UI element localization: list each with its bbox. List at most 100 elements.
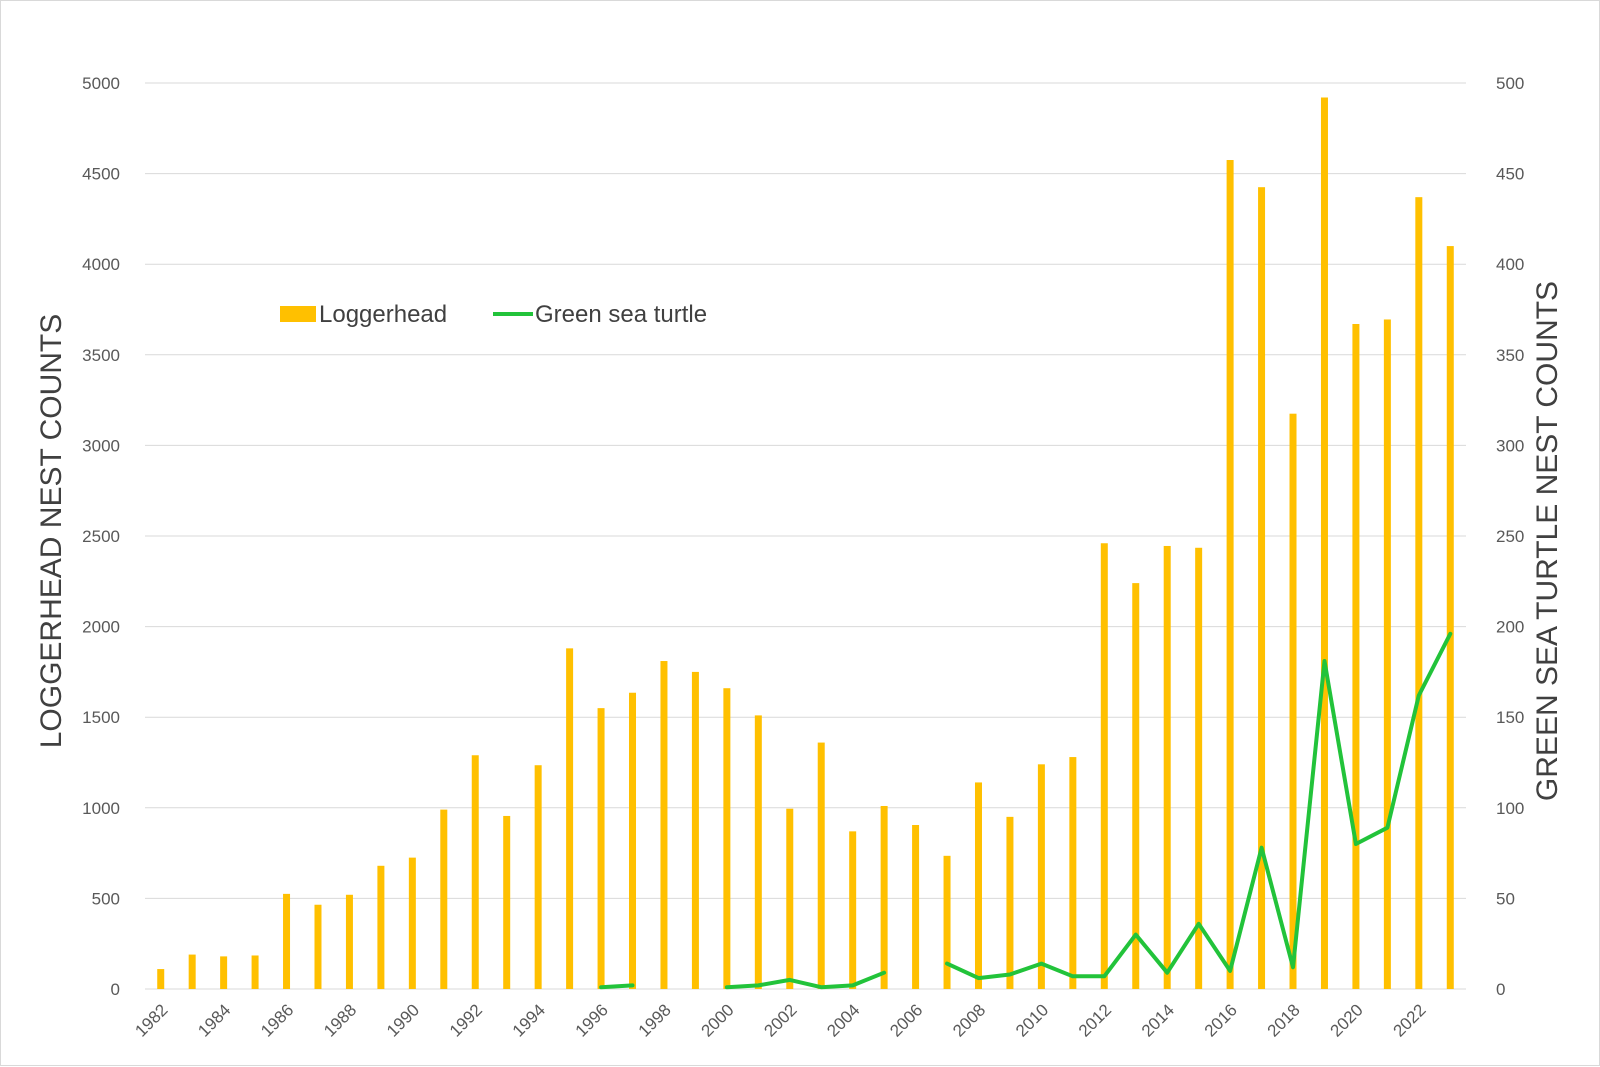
right-tick-label: 450 <box>1496 165 1524 184</box>
right-tick-label: 500 <box>1496 74 1524 93</box>
right-tick-label: 100 <box>1496 799 1524 818</box>
loggerhead-bar <box>1289 413 1297 989</box>
left-tick-label: 4000 <box>82 255 120 274</box>
x-tick-label: 2014 <box>1138 1000 1178 1040</box>
loggerhead-bar <box>754 715 762 989</box>
x-tick-label: 2000 <box>698 1000 738 1040</box>
green-sea-turtle-line-segment <box>945 631 1453 981</box>
x-tick-label: 1996 <box>572 1000 612 1040</box>
loggerhead-bar <box>974 782 982 989</box>
loggerhead-bar <box>345 894 353 989</box>
x-tick-label: 2004 <box>823 1000 863 1040</box>
loggerhead-bar <box>817 742 825 989</box>
left-tick-label: 0 <box>111 980 120 999</box>
loggerhead-bar <box>912 825 920 989</box>
x-tick-label: 1992 <box>446 1000 486 1040</box>
right-tick-label: 400 <box>1496 255 1524 274</box>
legend: Loggerhead Green sea turtle <box>280 301 707 328</box>
loggerhead-bar <box>220 956 228 989</box>
loggerhead-bar <box>1100 543 1108 989</box>
loggerhead-bar <box>566 648 574 989</box>
loggerhead-bar <box>786 808 794 989</box>
loggerhead-bar <box>943 855 951 989</box>
x-tick-label: 1994 <box>509 1000 549 1040</box>
loggerhead-bars <box>157 97 1454 990</box>
x-tick-label: 1986 <box>257 1000 297 1040</box>
loggerhead-bar <box>1352 323 1360 990</box>
loggerhead-bar <box>314 904 322 989</box>
loggerhead-bar <box>471 755 479 989</box>
loggerhead-bar <box>1320 97 1328 990</box>
x-tick-label: 1984 <box>194 1000 234 1040</box>
loggerhead-bar <box>849 831 857 989</box>
x-tick-label: 1988 <box>320 1000 360 1040</box>
legend-loggerhead-swatch <box>280 306 316 322</box>
right-tick-label: 250 <box>1496 527 1524 546</box>
left-tick-label: 3500 <box>82 346 120 365</box>
right-tick-label: 300 <box>1496 436 1524 455</box>
x-tick-label: 2012 <box>1075 1000 1115 1040</box>
legend-green-sea-turtle-label: Green sea turtle <box>535 301 707 328</box>
right-axis-ticks: 0 50 100 150 200 250 300 350 400 450 500 <box>1496 74 1524 999</box>
left-tick-label: 5000 <box>82 74 120 93</box>
x-tick-label: 2022 <box>1389 1000 1429 1040</box>
x-tick-label: 2008 <box>949 1000 989 1040</box>
right-axis-title: GREEN SEA TURTLE NEST COUNTS <box>1531 281 1564 801</box>
left-tick-label: 500 <box>92 889 120 908</box>
right-tick-label: 0 <box>1496 980 1505 999</box>
right-tick-label: 200 <box>1496 618 1524 637</box>
loggerhead-bar <box>534 765 542 989</box>
loggerhead-bar <box>1258 187 1266 989</box>
left-tick-label: 1000 <box>82 799 120 818</box>
loggerhead-bar <box>880 805 888 989</box>
loggerhead-bar <box>188 954 196 989</box>
loggerhead-bar <box>503 815 511 989</box>
x-tick-label: 2010 <box>1012 1000 1052 1040</box>
left-axis-title: LOGGERHEAD NEST COUNTS <box>35 314 68 749</box>
x-axis-ticks: 1982 1984 1986 1988 1990 1992 1994 1996 1998 2000… <box>131 1000 1429 1040</box>
x-tick-label: 2016 <box>1201 1000 1241 1040</box>
x-tick-label: 2020 <box>1327 1000 1367 1040</box>
x-tick-label: 1990 <box>383 1000 423 1040</box>
green-sea-turtle-line-segment <box>724 970 887 990</box>
loggerhead-bar <box>1037 764 1045 989</box>
loggerhead-bar <box>408 857 416 989</box>
loggerhead-bar <box>1006 816 1014 989</box>
left-tick-label: 3000 <box>82 436 120 455</box>
green-sea-turtle-line <box>599 631 1453 990</box>
loggerhead-bar <box>629 692 637 989</box>
loggerhead-bar <box>691 671 699 989</box>
loggerhead-bar <box>157 969 165 989</box>
left-tick-label: 1500 <box>82 708 120 727</box>
right-tick-label: 350 <box>1496 346 1524 365</box>
right-tick-label: 150 <box>1496 708 1524 727</box>
x-tick-label: 2018 <box>1264 1000 1304 1040</box>
loggerhead-bar <box>660 661 668 989</box>
green-sea-turtle-line-segment <box>599 983 635 990</box>
x-tick-label: 2002 <box>760 1000 800 1040</box>
loggerhead-bar <box>251 955 259 989</box>
loggerhead-bar <box>1163 545 1171 989</box>
left-axis-ticks: 0 500 1000 1500 2000 2500 3000 3500 4000 4500 5000 <box>82 74 120 999</box>
right-tick-label: 50 <box>1496 889 1515 908</box>
loggerhead-bar <box>440 809 448 989</box>
loggerhead-bar <box>1415 197 1423 989</box>
legend-loggerhead-label: Loggerhead <box>319 301 447 328</box>
loggerhead-bar <box>1132 583 1140 989</box>
loggerhead-bar <box>723 688 731 989</box>
gridlines <box>145 82 1466 990</box>
left-tick-label: 2500 <box>82 527 120 546</box>
left-tick-label: 4500 <box>82 165 120 184</box>
loggerhead-bar <box>283 893 291 989</box>
loggerhead-bar <box>597 708 605 989</box>
loggerhead-bar <box>1069 757 1077 989</box>
loggerhead-bar <box>1195 547 1203 989</box>
x-tick-label: 1982 <box>131 1000 171 1040</box>
loggerhead-bar <box>377 865 385 989</box>
loggerhead-bar <box>1383 319 1391 989</box>
x-tick-label: 1998 <box>635 1000 675 1040</box>
loggerhead-bar <box>1226 160 1234 989</box>
left-tick-label: 2000 <box>82 618 120 637</box>
